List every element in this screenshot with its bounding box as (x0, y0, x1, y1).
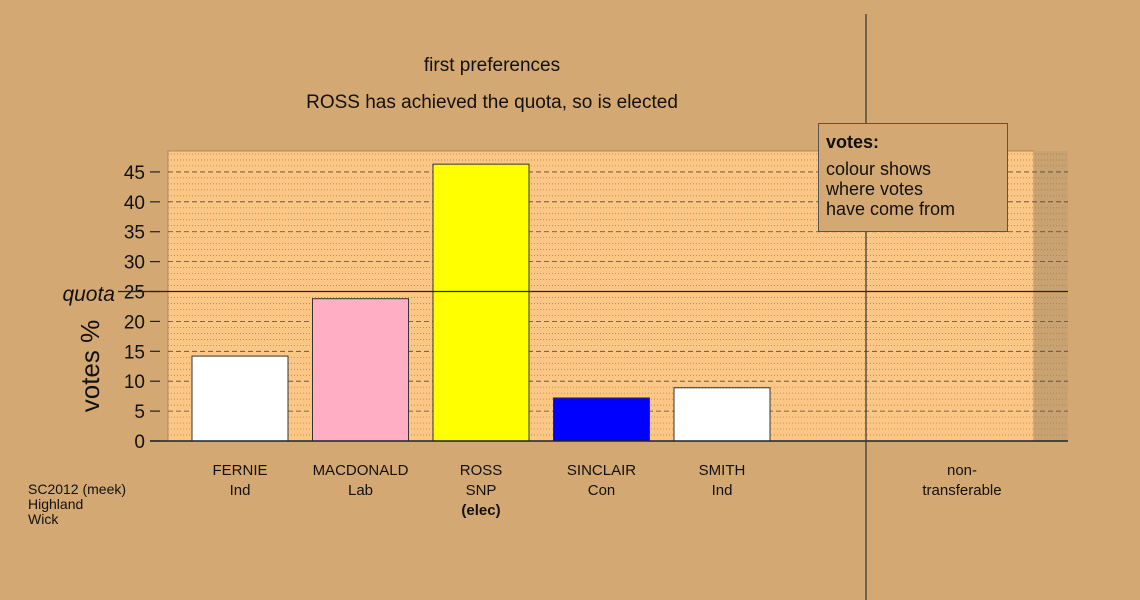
source-line-2: Highland (28, 496, 83, 512)
legend-line-1: colour shows (826, 159, 932, 179)
category-party: SNP (466, 482, 497, 499)
category-name: SINCLAIR (567, 462, 636, 479)
legend: votes: colour shows where votes have com… (818, 123, 1008, 232)
category-name: MACDONALD (313, 462, 409, 479)
nontransferable-area (1034, 151, 1068, 441)
bar-ross (432, 163, 530, 442)
category-party: Ind (712, 482, 733, 499)
y-tick-label: 35 (124, 223, 145, 244)
category-name: ROSS (460, 462, 503, 479)
nontransferable-label-1: non- (947, 462, 977, 479)
bar-fernie (191, 355, 289, 442)
category-party: Con (588, 482, 616, 499)
y-tick-label: 0 (134, 432, 145, 453)
bar-macdonald (312, 298, 409, 442)
category-name: FERNIE (212, 462, 267, 479)
legend-line-3: have come from (826, 199, 956, 219)
y-tick-label: 45 (124, 163, 145, 184)
category-party: Lab (348, 482, 373, 499)
y-tick-label: 10 (124, 372, 145, 393)
y-axis-label: votes % (75, 320, 105, 413)
source-line-1: SC2012 (meek) (28, 481, 126, 497)
y-tick-label: 25 (124, 283, 145, 304)
source-line-3: Wick (28, 511, 59, 527)
legend-title: votes: (826, 132, 880, 152)
y-tick-label: 15 (124, 342, 145, 363)
quota-label: quota (62, 283, 115, 306)
nontransferable-label-2: transferable (922, 482, 1001, 499)
legend-line-2: where votes (826, 179, 924, 199)
y-tick-label: 40 (124, 193, 145, 214)
category-name: SMITH (699, 462, 746, 479)
y-tick-label: 30 (124, 253, 145, 274)
chart-title: first preferences (424, 55, 560, 76)
bar-sinclair (553, 397, 650, 442)
chart-subtitle: ROSS has achieved the quota, so is elect… (306, 92, 678, 113)
bar-smith (673, 387, 771, 442)
category-party: Ind (230, 482, 251, 499)
y-tick-label: 5 (134, 402, 145, 423)
category-note: (elec) (461, 502, 500, 519)
y-tick-label: 20 (124, 312, 145, 333)
